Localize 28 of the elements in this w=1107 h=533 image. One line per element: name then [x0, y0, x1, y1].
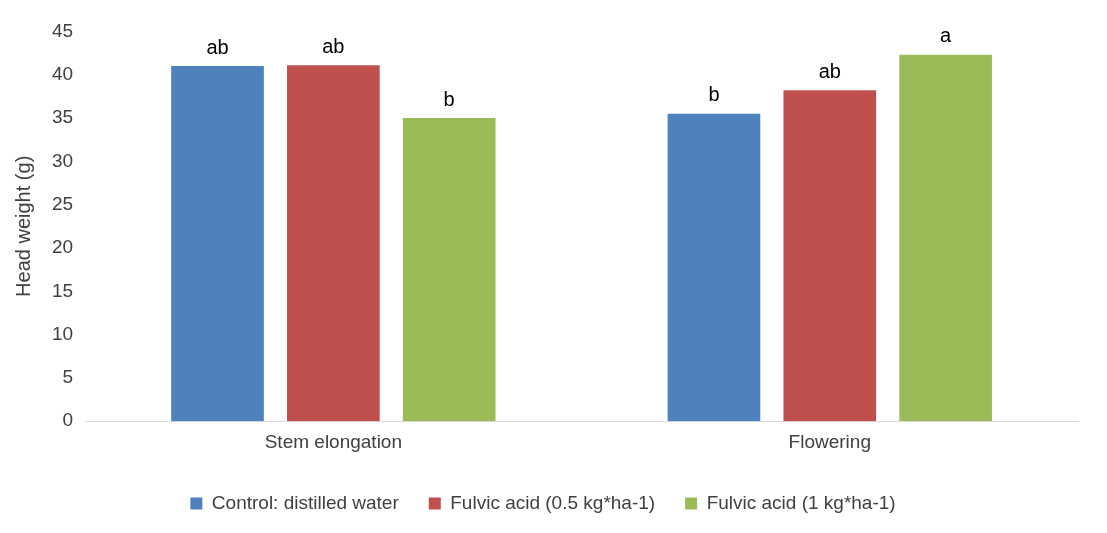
data-label: b [708, 83, 720, 106]
data-label: a [940, 24, 953, 47]
data-label: ab [818, 59, 841, 82]
y-tick-label: 5 [62, 366, 74, 388]
data-label: ab [206, 35, 229, 58]
x-tick-label: Flowering [788, 430, 871, 452]
y-axis-title: Head weight (g) [11, 155, 34, 297]
y-tick-label: 30 [51, 149, 74, 171]
y-tick-label: 35 [51, 106, 74, 128]
y-tick-label: 25 [51, 192, 74, 214]
y-tick-label: 15 [51, 279, 74, 301]
data-label: ab [322, 34, 345, 57]
bar [783, 90, 877, 422]
y-tick-label: 40 [51, 62, 74, 84]
bar [899, 54, 992, 422]
y-tick-label: 45 [51, 19, 74, 41]
bar [667, 113, 761, 422]
bar [171, 66, 264, 422]
legend-label: Control: distilled water [211, 491, 400, 513]
data-label: b [443, 87, 455, 110]
legend-label: Fulvic acid (1 kg*ha-1) [706, 491, 896, 513]
bar [402, 118, 496, 422]
legend-label: Fulvic acid (0.5 kg*ha-1) [450, 491, 656, 513]
bar [287, 65, 380, 422]
y-tick-label: 0 [62, 409, 74, 431]
x-tick-label: Stem elongation [264, 430, 403, 452]
y-tick-label: 10 [51, 322, 74, 344]
y-tick-label: 20 [51, 236, 74, 258]
